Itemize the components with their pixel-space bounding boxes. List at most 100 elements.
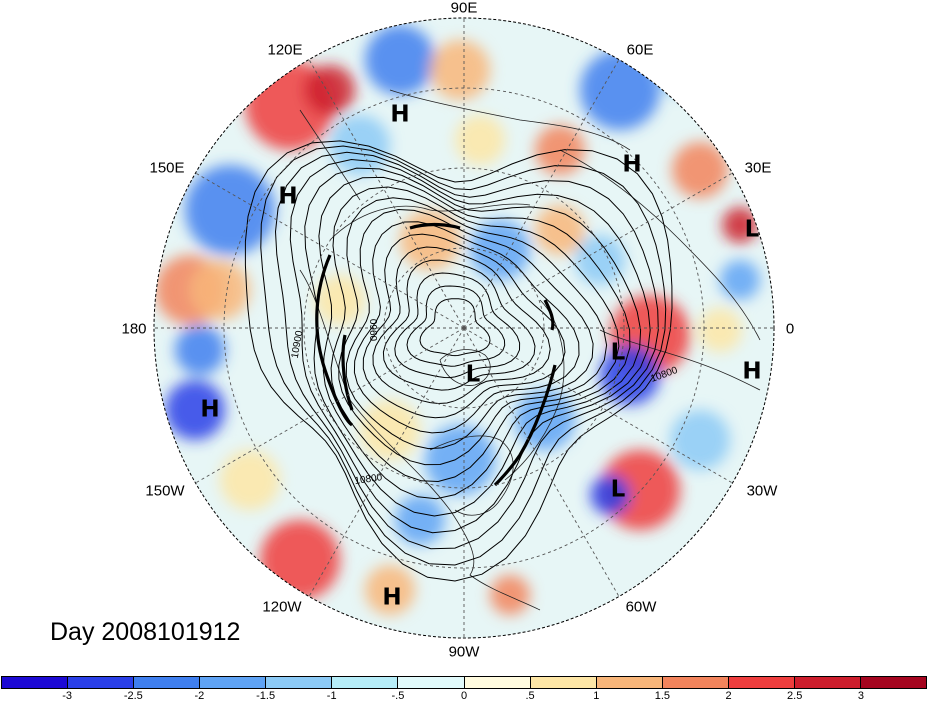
colorbar-box bbox=[134, 677, 201, 688]
low-pressure-marker: L bbox=[745, 217, 760, 243]
coastline bbox=[559, 149, 761, 341]
colorbar-box bbox=[464, 677, 531, 688]
high-pressure-marker: H bbox=[200, 397, 219, 423]
longitude-label-150e: 150E bbox=[149, 159, 185, 177]
colorbar-tick-label: -.5 bbox=[391, 690, 405, 702]
colorbar-tick-label: -1.5 bbox=[256, 690, 276, 702]
colorbar-tick-label: -2.5 bbox=[123, 690, 143, 702]
colorbar-tick-label: .5 bbox=[525, 690, 535, 702]
anomaly-patch bbox=[720, 260, 760, 300]
height-contour bbox=[260, 145, 667, 566]
colorbar-box bbox=[728, 677, 795, 688]
height-contour bbox=[318, 176, 631, 500]
anomaly-patch bbox=[220, 450, 280, 510]
anomaly-patch bbox=[395, 495, 445, 545]
low-pressure-marker: L bbox=[611, 477, 626, 503]
anomaly-patch bbox=[185, 165, 275, 255]
anomaly-patch bbox=[425, 425, 495, 495]
meridian bbox=[308, 59, 465, 329]
coastline bbox=[329, 203, 531, 241]
contour-label: 10900 bbox=[290, 329, 306, 359]
anomaly-patch bbox=[365, 25, 435, 95]
coastline bbox=[389, 89, 631, 151]
coastline bbox=[299, 269, 541, 611]
anomaly-patch bbox=[165, 380, 225, 440]
colorbar-tick-label: 0 bbox=[460, 690, 468, 702]
high-pressure-marker: H bbox=[382, 585, 401, 611]
contour-label: 0960 bbox=[367, 319, 378, 342]
jet-contour bbox=[341, 334, 354, 411]
anomaly-patch bbox=[365, 565, 415, 615]
colorbar-box bbox=[332, 677, 399, 688]
colorbar-box bbox=[596, 677, 663, 688]
colorbar-tick-label: -2 bbox=[194, 690, 205, 702]
anomaly-patch bbox=[575, 235, 625, 285]
latitude-circle bbox=[383, 247, 545, 409]
anomaly-patch bbox=[655, 45, 705, 95]
colorbar-box bbox=[398, 677, 465, 688]
colorbar-tick-label: 3 bbox=[857, 690, 864, 702]
meridian bbox=[195, 172, 465, 329]
meridian bbox=[463, 59, 620, 329]
map-boundary bbox=[153, 17, 775, 639]
jet-contour bbox=[493, 364, 557, 487]
latitude-circle bbox=[303, 167, 625, 489]
colorbar-tick-label: -1 bbox=[326, 690, 337, 702]
low-pressure-marker: L bbox=[611, 340, 626, 366]
meridian bbox=[463, 327, 733, 484]
colorbar-box bbox=[794, 677, 862, 688]
colorbar-box bbox=[861, 677, 927, 688]
day-title: Day 2008101912 bbox=[50, 618, 241, 646]
anomaly-patch bbox=[698, 308, 742, 352]
low-pressure-marker: L bbox=[466, 362, 481, 388]
colorbar-box bbox=[530, 677, 597, 688]
longitude-label-150w: 150W bbox=[145, 482, 185, 500]
latitude-circle bbox=[223, 87, 705, 569]
anomaly-field bbox=[154, 18, 774, 638]
longitude-label-180: 180 bbox=[121, 320, 147, 338]
anomaly-patch bbox=[600, 345, 660, 405]
longitude-label-0: 0 bbox=[785, 320, 795, 338]
anomaly-patch bbox=[430, 40, 490, 100]
height-contour bbox=[353, 221, 580, 434]
high-pressure-marker: H bbox=[622, 152, 641, 178]
colorbar-tick-label: 1.5 bbox=[654, 690, 671, 702]
anomaly-patch bbox=[670, 410, 730, 470]
anomaly-patch bbox=[175, 325, 225, 375]
anomaly-patch bbox=[305, 65, 355, 115]
meridian bbox=[308, 327, 465, 597]
jet-contour bbox=[315, 254, 354, 427]
meridian bbox=[195, 327, 465, 484]
anomaly-patch bbox=[580, 50, 660, 130]
colorbar bbox=[1, 676, 927, 689]
colorbar-tick-label: 2.5 bbox=[787, 690, 803, 702]
anomaly-patch bbox=[455, 115, 505, 165]
height-contour bbox=[372, 246, 551, 405]
colorbar-box bbox=[266, 677, 333, 688]
height-contour bbox=[419, 298, 491, 357]
meridian bbox=[463, 327, 620, 597]
contour-label: 10800 bbox=[354, 472, 384, 487]
colorbar-box bbox=[200, 677, 267, 688]
colorbar-tick-label: 1 bbox=[593, 690, 600, 702]
meridian bbox=[463, 172, 733, 329]
anomaly-patch bbox=[190, 260, 250, 320]
longitude-label-30e: 30E bbox=[744, 159, 772, 177]
height-contour bbox=[362, 233, 566, 419]
longitude-label-30w: 30W bbox=[746, 482, 778, 500]
jet-contour bbox=[543, 299, 555, 331]
colorbar-box bbox=[68, 677, 135, 688]
height-contour bbox=[274, 151, 659, 550]
height-contour bbox=[244, 140, 673, 582]
colorbar-tick-label: 2 bbox=[725, 690, 732, 702]
longitude-label-90e: 90E bbox=[450, 0, 478, 17]
height-contour bbox=[382, 259, 536, 391]
longitude-label-60w: 60W bbox=[625, 598, 657, 616]
anomaly-patch bbox=[260, 520, 340, 600]
height-contour bbox=[394, 272, 521, 379]
high-pressure-marker: H bbox=[390, 102, 409, 128]
longitude-label-120e: 120E bbox=[267, 41, 303, 59]
jet-contour bbox=[409, 222, 461, 230]
coastline bbox=[599, 329, 761, 391]
